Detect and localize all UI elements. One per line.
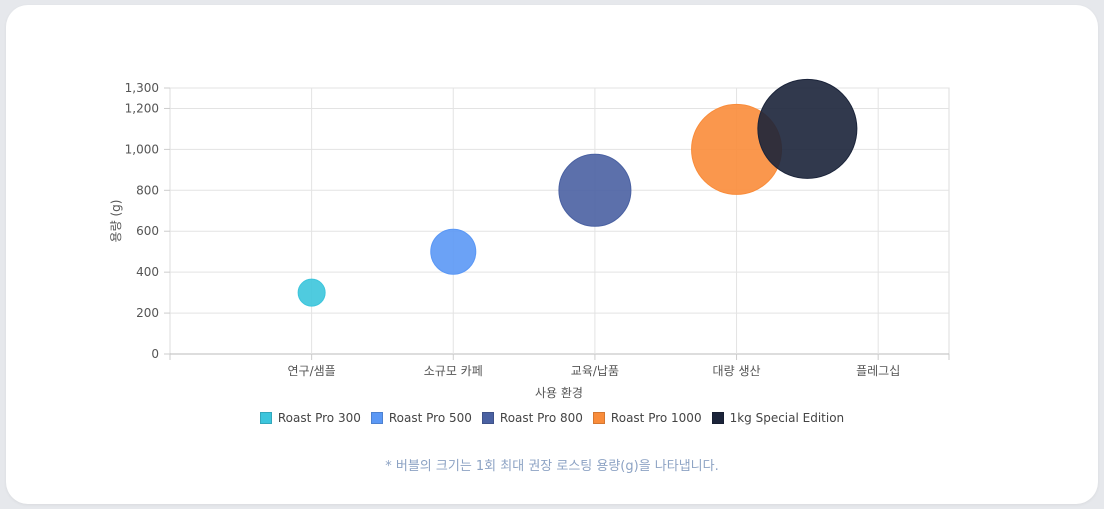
y-tick-label: 400 [136, 265, 159, 279]
legend-item[interactable]: 1kg Special Edition [711, 411, 845, 425]
y-tick-label: 600 [136, 224, 159, 238]
y-tick-label: 1,300 [125, 81, 159, 95]
legend-swatch [370, 412, 383, 424]
x-tick-label: 대량 생산 [713, 364, 761, 378]
legend-swatch [711, 412, 724, 424]
legend-label: Roast Pro 300 [277, 411, 361, 425]
legend-item[interactable]: Roast Pro 500 [370, 411, 472, 425]
y-tick-label: 1,200 [125, 101, 159, 115]
x-tick-label: 교육/납품 [571, 364, 619, 378]
legend-item[interactable]: Roast Pro 1000 [592, 411, 702, 425]
y-tick-label: 200 [136, 306, 159, 320]
bubble-roast-pro-500 [430, 228, 477, 275]
axis-layer: 0 200 400 600 800 1,000 1,200 1,300 연구/샘플 소규모 카페 교… [125, 81, 950, 378]
y-tick-label: 1,000 [125, 142, 159, 156]
legend-item[interactable]: Roast Pro 800 [481, 411, 583, 425]
legend-item[interactable]: Roast Pro 300 [259, 411, 361, 425]
legend-swatch [259, 412, 272, 424]
y-tick-label: 0 [151, 347, 159, 361]
bubble-roast-pro-300 [297, 278, 326, 307]
bubble-layer [297, 78, 858, 307]
legend-label: Roast Pro 500 [388, 411, 472, 425]
y-axis-title: 용량 (g) [109, 200, 123, 243]
chart-legend: Roast Pro 300 Roast Pro 500 Roast Pro 800 R… [0, 411, 1104, 425]
legend-swatch [592, 412, 605, 424]
legend-label: Roast Pro 1000 [610, 411, 702, 425]
bubble-roast-pro-800 [558, 153, 632, 227]
x-axis-title: 사용 환경 [535, 386, 583, 400]
legend-swatch [481, 412, 494, 424]
y-tick-label: 800 [136, 183, 159, 197]
legend-label: Roast Pro 800 [499, 411, 583, 425]
x-tick-label: 소규모 카페 [424, 364, 483, 378]
x-tick-label: 연구/샘플 [288, 364, 336, 378]
bubble-1kg-special-edition [757, 78, 858, 179]
legend-label: 1kg Special Edition [729, 411, 845, 425]
footnote: * 버블의 크기는 1회 최대 권장 로스팅 용량(g)을 나타냅니다. [385, 459, 719, 474]
x-tick-label: 플레그십 [856, 364, 900, 378]
